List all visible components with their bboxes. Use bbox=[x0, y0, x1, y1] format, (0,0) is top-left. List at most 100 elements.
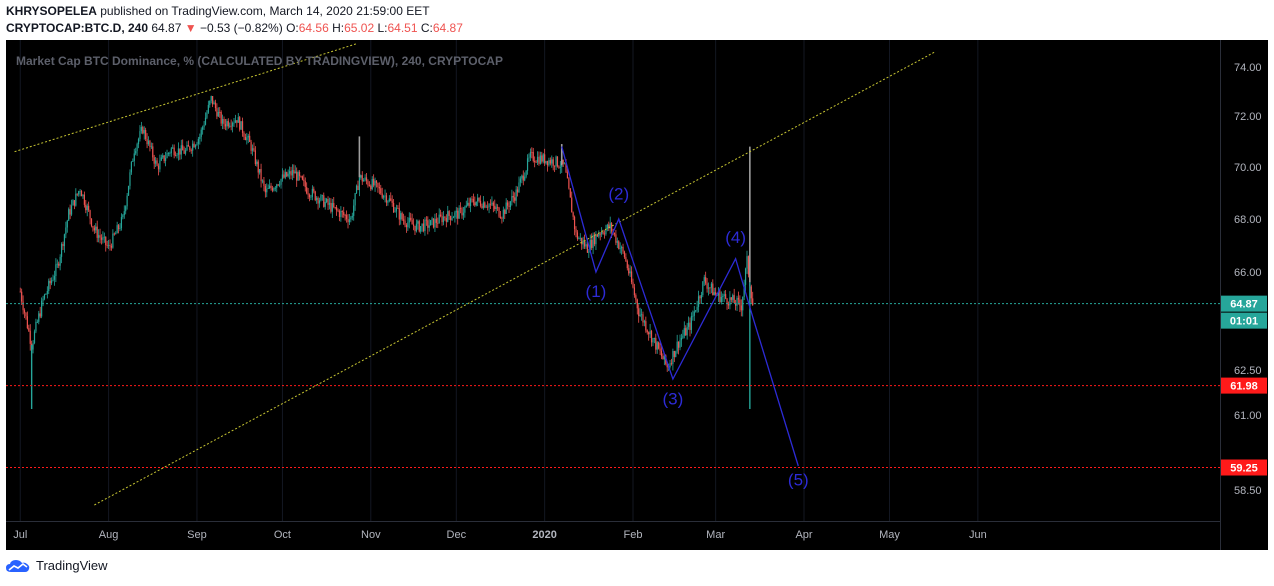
candle-body bbox=[384, 195, 386, 197]
candle-body bbox=[700, 295, 702, 299]
candle-body bbox=[481, 205, 483, 208]
candle-body bbox=[36, 321, 38, 323]
candle-body bbox=[266, 188, 268, 193]
candle-body bbox=[239, 117, 241, 130]
candle-body bbox=[240, 121, 242, 130]
candle-body bbox=[70, 205, 73, 215]
candle-body bbox=[227, 121, 229, 127]
price-label: 64.87 bbox=[1230, 299, 1258, 311]
candle-body bbox=[562, 159, 564, 164]
candle-body bbox=[226, 121, 228, 127]
candle-body bbox=[202, 127, 204, 130]
candle-body bbox=[129, 172, 131, 186]
candle-body bbox=[287, 173, 289, 177]
candle-body bbox=[686, 326, 688, 336]
candle-body bbox=[314, 191, 316, 201]
candle-body bbox=[279, 184, 281, 186]
candle-body bbox=[418, 221, 420, 232]
candle-body bbox=[391, 200, 393, 203]
low-label: L: bbox=[377, 21, 388, 35]
footer-bar: TradingView bbox=[6, 556, 1268, 580]
trendline[interactable] bbox=[94, 51, 936, 506]
candle-body bbox=[599, 233, 601, 235]
candle-body bbox=[501, 218, 503, 219]
candle-body bbox=[187, 145, 189, 147]
candle-body bbox=[402, 219, 405, 221]
candle-body bbox=[304, 180, 306, 188]
candle-body bbox=[83, 194, 85, 205]
candle-body bbox=[431, 218, 433, 221]
time-tick-label: Jun bbox=[969, 529, 987, 541]
candle-body bbox=[720, 296, 722, 303]
candle-body bbox=[367, 180, 369, 186]
candle-body bbox=[253, 148, 255, 151]
candle-body bbox=[291, 170, 294, 176]
candle-body bbox=[311, 188, 313, 197]
price-axis[interactable]: 74.00 72.00 70.00 68.00 66.00 62.50 61.00 58.50… bbox=[1221, 62, 1267, 497]
time-tick-label: Feb bbox=[624, 529, 643, 541]
time-axis[interactable]: Jul Aug Sep Oct Nov Dec 2020 Feb Mar Apr May Jun bbox=[13, 529, 987, 541]
candle-body bbox=[430, 220, 432, 226]
candle-body bbox=[516, 189, 519, 193]
candle-body bbox=[190, 150, 192, 151]
candle-body bbox=[186, 145, 188, 151]
high-label: H: bbox=[332, 21, 345, 35]
candle-body bbox=[162, 155, 164, 158]
candle-body bbox=[259, 169, 261, 173]
candle-body bbox=[106, 245, 108, 246]
candle-body bbox=[732, 295, 734, 300]
candle-body bbox=[642, 314, 644, 323]
candle-body bbox=[156, 160, 158, 166]
candle-body bbox=[588, 251, 590, 253]
bar-countdown: 01:01 bbox=[1230, 316, 1258, 328]
candle-body bbox=[544, 154, 546, 164]
candle-body bbox=[628, 268, 630, 274]
candle-body bbox=[127, 185, 130, 196]
candle-body bbox=[670, 363, 673, 365]
candle-body bbox=[640, 314, 643, 316]
candle-body bbox=[25, 312, 27, 317]
time-tick-label: May bbox=[879, 529, 900, 541]
candle-body bbox=[578, 238, 580, 240]
candle-body bbox=[622, 246, 624, 252]
candle-body bbox=[137, 139, 140, 145]
candle-body bbox=[623, 251, 626, 258]
candle-body bbox=[348, 219, 351, 223]
plot-area[interactable]: (1) (2) (3) (4) (5) bbox=[6, 40, 1220, 521]
candle-body bbox=[468, 202, 470, 207]
candle-body bbox=[414, 225, 416, 232]
candle-body bbox=[256, 161, 258, 165]
candle-body bbox=[52, 279, 54, 281]
candle-body bbox=[189, 146, 191, 151]
candle-body bbox=[264, 185, 266, 193]
candle-body bbox=[499, 216, 502, 219]
candle-body bbox=[68, 209, 70, 221]
change-arrow-icon: ▼ bbox=[184, 21, 197, 35]
candle-body bbox=[378, 187, 380, 189]
candle-body bbox=[632, 282, 634, 288]
candle-body bbox=[393, 202, 395, 213]
candle-body bbox=[244, 136, 246, 141]
author-name[interactable]: KHRYSOPELEA bbox=[6, 4, 97, 18]
candle-body bbox=[484, 202, 486, 208]
candle-body bbox=[123, 211, 125, 216]
candle-body bbox=[656, 342, 658, 350]
published-text: published on TradingView.com, March 14, … bbox=[100, 4, 430, 18]
candle-body bbox=[323, 195, 325, 207]
candle-body bbox=[448, 211, 450, 217]
candle-body bbox=[381, 193, 383, 198]
candle-body bbox=[28, 328, 30, 331]
candle-body bbox=[613, 232, 616, 235]
elliott-wave-path[interactable] bbox=[561, 146, 799, 467]
candle-body bbox=[564, 163, 566, 165]
candle-body bbox=[229, 125, 231, 127]
time-tick-label: Jul bbox=[13, 529, 27, 541]
price-chart[interactable]: (1) (2) (3) (4) (5) Market Cap BTC Dominance… bbox=[6, 40, 1268, 550]
candle-body bbox=[354, 193, 356, 206]
candle-body bbox=[750, 286, 752, 299]
candle-body bbox=[177, 148, 180, 155]
candle-body bbox=[521, 175, 523, 179]
candle-body bbox=[593, 235, 596, 245]
tradingview-logo[interactable]: TradingView bbox=[6, 558, 108, 573]
candle-body bbox=[112, 233, 114, 248]
